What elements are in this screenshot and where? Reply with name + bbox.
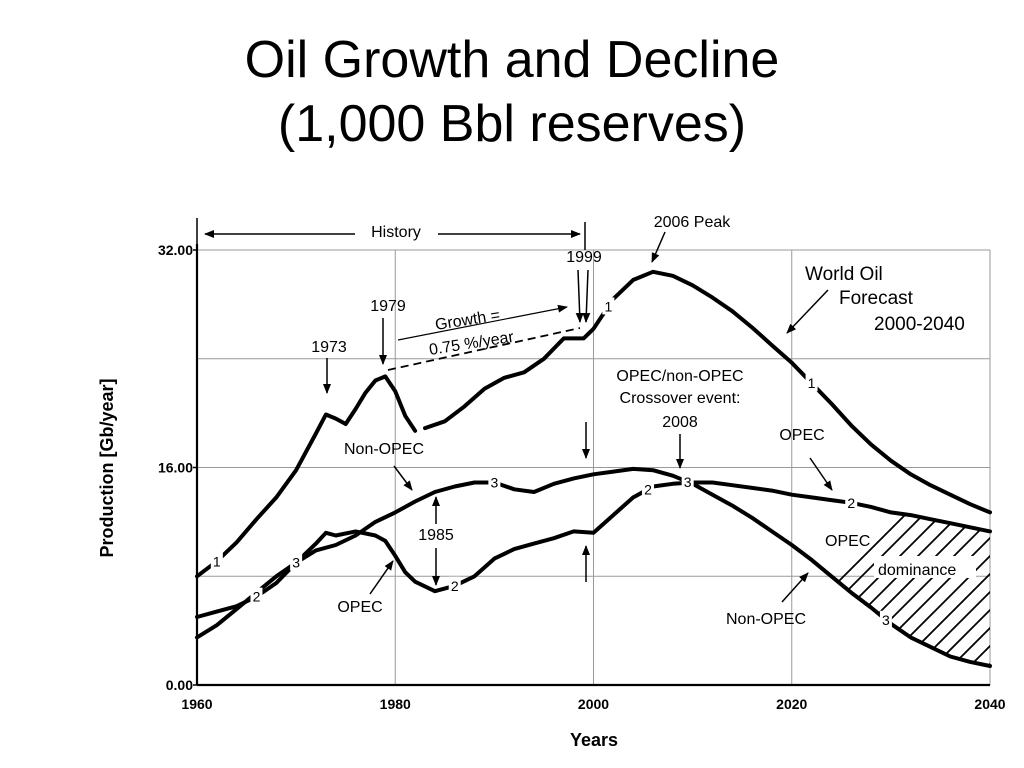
curve-marker-non-opec: 3 xyxy=(490,474,498,490)
non-opec-lower-arrow xyxy=(781,572,809,603)
series-line-world-oil-1 xyxy=(423,269,992,515)
year-1999-label: 1999 xyxy=(566,249,602,266)
curve-marker-bg xyxy=(448,576,461,594)
series-line-world-oil-0 xyxy=(195,374,418,579)
growth-trend-dashed xyxy=(387,327,581,371)
hatch-stroke xyxy=(785,475,990,666)
world-forecast-arrow xyxy=(786,289,829,334)
opec-dominance-line-2: dominance xyxy=(878,562,956,579)
curve-marker-opec: 2 xyxy=(253,589,261,605)
x-tick-label-1960: 1960 xyxy=(181,696,212,712)
year-1973-label: 1973 xyxy=(311,339,347,356)
history-label: History xyxy=(371,224,421,241)
y-tick-label-32: 32.00 xyxy=(158,242,193,258)
title-line-2: (1,000 Bbl reserves) xyxy=(277,95,747,153)
curve-marker-world-oil: 1 xyxy=(808,375,816,391)
curve-marker-bg xyxy=(290,553,303,571)
opec-dominance-line-1: OPEC xyxy=(825,533,870,550)
curve-marker-bg xyxy=(250,587,263,605)
curve-marker-opec: 2 xyxy=(644,481,652,497)
curve-marker-bg xyxy=(879,610,892,628)
curve-marker-non-opec: 3 xyxy=(292,555,300,571)
x-tick-label-2040: 2040 xyxy=(974,696,1005,712)
hatch-stroke xyxy=(731,475,990,666)
series-line-non-opec-0 xyxy=(195,466,992,668)
y-axis-title: Production [Gb/year] xyxy=(97,378,117,557)
curve-marker-non-opec: 3 xyxy=(882,612,890,628)
x-tick-label-2020: 2020 xyxy=(776,696,807,712)
peak-label: 2006 Peak xyxy=(654,214,732,231)
hatch-stroke xyxy=(749,475,990,666)
opec-left-arrow xyxy=(369,560,394,595)
growth-label-1: Growth = xyxy=(434,307,501,334)
year-1979-label: 1979 xyxy=(370,298,406,315)
curve-marker-bg xyxy=(642,480,655,498)
year-1985-label: 1985 xyxy=(418,527,454,544)
world-forecast-line-2: Forecast xyxy=(839,288,914,309)
curve-marker-world-oil: 1 xyxy=(213,553,221,569)
hatch-stroke xyxy=(677,475,990,666)
x-tick-label-1980: 1980 xyxy=(380,696,411,712)
curve-marker-bg xyxy=(488,473,501,491)
opec-right-arrow xyxy=(809,457,833,491)
dominance-label-bg xyxy=(874,556,976,578)
opec-left-label: OPEC xyxy=(337,599,382,616)
world-forecast-line-3: 2000-2040 xyxy=(874,314,965,335)
grid-lines xyxy=(196,249,991,685)
crossover-line-3: 2008 xyxy=(662,414,698,431)
non-opec-lower-label: Non-OPEC xyxy=(726,611,806,628)
annotations: History 2006 Peak World Oil Forecast 200… xyxy=(196,214,976,628)
curve-marker-non-opec: 3 xyxy=(684,474,692,490)
y-tick-label-16: 16.00 xyxy=(158,460,193,476)
world-forecast-line-1: World Oil xyxy=(805,264,883,285)
curve-marker-bg xyxy=(805,374,818,392)
curve-marker-bg xyxy=(681,472,694,490)
crossover-line-1: OPEC/non-OPEC xyxy=(616,368,743,385)
curve-marker-bg xyxy=(602,297,615,315)
y-tick-label-0: 0.00 xyxy=(166,677,193,693)
opec-dominance-hatch xyxy=(672,430,1024,760)
year-1999-arrow-1 xyxy=(575,269,584,323)
curve-marker-bg xyxy=(845,493,858,511)
curve-marker-bg xyxy=(210,552,223,570)
x-axis-title: Years xyxy=(570,730,618,750)
x-tick-label-2000: 2000 xyxy=(578,696,609,712)
curve-marker-world-oil: 1 xyxy=(604,298,612,314)
slide-title: Oil Growth and Decline (1,000 Bbl reserv… xyxy=(0,28,1024,156)
non-opec-upper-label: Non-OPEC xyxy=(344,441,424,458)
series-lines: 1 1 1 3 3 3 3 2 2 2 2 xyxy=(195,269,992,668)
tick-labels: 0.00 16.00 32.00 1960 1980 2000 2020 2040 xyxy=(158,242,1006,712)
non-opec-upper-arrow xyxy=(393,465,413,491)
curve-marker-opec: 2 xyxy=(451,578,459,594)
axes xyxy=(195,244,990,687)
growth-arrow xyxy=(397,304,568,341)
hatch-stroke xyxy=(1020,430,1024,760)
title-line-1: Oil Growth and Decline xyxy=(244,31,780,89)
hatch-stroke xyxy=(767,475,990,666)
opec-right-label: OPEC xyxy=(779,427,824,444)
crossover-line-2: Crossover event: xyxy=(620,390,741,407)
hatch-stroke xyxy=(821,475,990,666)
peak-arrow xyxy=(651,231,666,263)
curve-marker-opec: 2 xyxy=(847,495,855,511)
hatch-stroke xyxy=(803,475,990,666)
year-1999-arrow-2 xyxy=(582,269,591,323)
